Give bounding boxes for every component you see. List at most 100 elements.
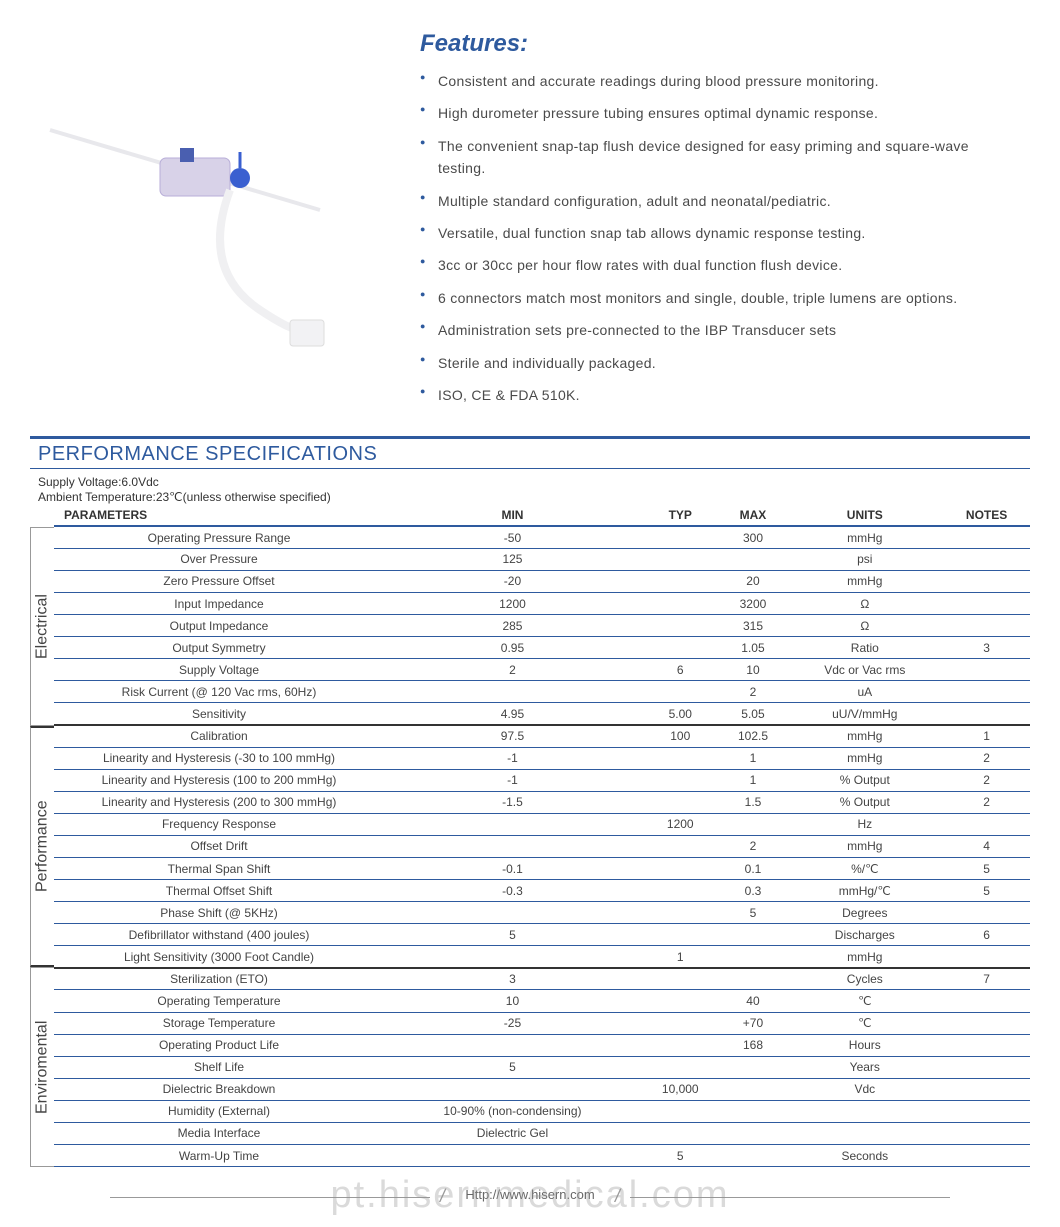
cell-typ <box>641 902 720 924</box>
cell-notes <box>943 659 1030 681</box>
cell-units: %/℃ <box>786 857 943 879</box>
table-row: Defibrillator withstand (400 joules)5Dis… <box>54 924 1030 946</box>
device-illustration <box>40 30 380 350</box>
spec-header-row: PARAMETERS MIN TYP MAX UNITS NOTES <box>54 505 1030 526</box>
cell-param: Storage Temperature <box>54 1012 384 1034</box>
cell-notes <box>943 1012 1030 1034</box>
cell-typ <box>641 526 720 548</box>
cell-units: mmHg <box>786 725 943 747</box>
cell-param: Humidity (External) <box>54 1100 384 1122</box>
cell-typ <box>641 880 720 902</box>
cell-units: mmHg <box>786 526 943 548</box>
cell-notes <box>943 593 1030 615</box>
cell-min: -20 <box>384 570 641 592</box>
cell-max: 10 <box>720 659 787 681</box>
cell-param: Calibration <box>54 725 384 747</box>
cell-typ: 1200 <box>641 813 720 835</box>
cell-notes: 2 <box>943 747 1030 769</box>
cell-notes <box>943 1100 1030 1122</box>
table-row: Media InterfaceDielectric Gel <box>54 1122 1030 1144</box>
table-row: Calibration97.5100102.5mmHg1 <box>54 725 1030 747</box>
cell-typ: 100 <box>641 725 720 747</box>
table-row: Sensitivity4.955.005.05uU/V/mmHg <box>54 703 1030 725</box>
spec-container: Electrical Performance Enviromental PARA… <box>30 505 1030 1167</box>
cell-param: Operating Temperature <box>54 990 384 1012</box>
cell-min <box>384 902 641 924</box>
section-labels: Electrical Performance Enviromental <box>30 505 54 1167</box>
cell-max: 1 <box>720 747 787 769</box>
cell-max: 300 <box>720 526 787 548</box>
cell-units: mmHg <box>786 570 943 592</box>
cell-max: +70 <box>720 1012 787 1034</box>
cell-notes <box>943 703 1030 725</box>
cell-typ <box>641 1056 720 1078</box>
cell-max <box>720 1144 787 1166</box>
cell-units: ℃ <box>786 990 943 1012</box>
cell-typ <box>641 570 720 592</box>
cell-min: -1.5 <box>384 791 641 813</box>
cell-notes <box>943 1056 1030 1078</box>
table-row: Zero Pressure Offset-2020mmHg <box>54 570 1030 592</box>
cell-typ: 1 <box>641 946 720 968</box>
cell-min: Dielectric Gel <box>384 1122 641 1144</box>
cell-min: 0.95 <box>384 637 641 659</box>
section-label-enviromental: Enviromental <box>30 967 54 1167</box>
cell-units <box>786 1122 943 1144</box>
cell-min <box>384 1034 641 1056</box>
features-title: Features: <box>420 30 1020 58</box>
cell-units: Degrees <box>786 902 943 924</box>
cell-units: uA <box>786 681 943 703</box>
feature-item: The convenient snap-tap flush device des… <box>420 135 1020 180</box>
table-row: Linearity and Hysteresis (200 to 300 mmH… <box>54 791 1030 813</box>
cell-typ <box>641 681 720 703</box>
cell-typ: 5.00 <box>641 703 720 725</box>
cell-param: Media Interface <box>54 1122 384 1144</box>
cell-min: -0.1 <box>384 857 641 879</box>
cell-typ: 5 <box>641 1144 720 1166</box>
cell-param: Output Symmetry <box>54 637 384 659</box>
cell-notes <box>943 615 1030 637</box>
cell-param: Operating Product Life <box>54 1034 384 1056</box>
feature-item: Sterile and individually packaged. <box>420 352 1020 374</box>
cell-max: 2 <box>720 681 787 703</box>
cell-notes <box>943 1034 1030 1056</box>
cell-param: Risk Current (@ 120 Vac rms, 60Hz) <box>54 681 384 703</box>
cell-max <box>720 924 787 946</box>
table-row: Operating Pressure Range-50300mmHg <box>54 526 1030 548</box>
table-row: Storage Temperature-25+70℃ <box>54 1012 1030 1034</box>
cell-notes: 6 <box>943 924 1030 946</box>
cell-param: Thermal Offset Shift <box>54 880 384 902</box>
cell-param: Input Impedance <box>54 593 384 615</box>
cell-typ <box>641 1100 720 1122</box>
table-row: Output Symmetry0.951.05Ratio3 <box>54 637 1030 659</box>
cell-notes: 5 <box>943 857 1030 879</box>
table-row: Dielectric Breakdown10,000Vdc <box>54 1078 1030 1100</box>
cell-notes <box>943 526 1030 548</box>
cell-units: mmHg <box>786 835 943 857</box>
cell-notes <box>943 1078 1030 1100</box>
cell-units: ℃ <box>786 1012 943 1034</box>
cell-typ <box>641 924 720 946</box>
table-row: Over Pressure125psi <box>54 548 1030 570</box>
cell-param: Linearity and Hysteresis (200 to 300 mmH… <box>54 791 384 813</box>
footer-slash-icon: / <box>440 1186 445 1207</box>
cell-typ <box>641 857 720 879</box>
feature-item: Administration sets pre-connected to the… <box>420 319 1020 341</box>
cell-typ <box>641 1034 720 1056</box>
table-row: Warm-Up Time5Seconds <box>54 1144 1030 1166</box>
table-row: Frequency Response1200Hz <box>54 813 1030 835</box>
cell-min <box>384 813 641 835</box>
spec-meta-temp: Ambient Temperature:23℃(unless otherwise… <box>30 490 1030 504</box>
table-row: Risk Current (@ 120 Vac rms, 60Hz) 2uA <box>54 681 1030 703</box>
cell-typ: 6 <box>641 659 720 681</box>
cell-typ <box>641 835 720 857</box>
cell-min: 10-90% (non-condensing) <box>384 1100 641 1122</box>
cell-min: 2 <box>384 659 641 681</box>
cell-notes: 1 <box>943 725 1030 747</box>
cell-max <box>720 1122 787 1144</box>
col-typ: TYP <box>641 505 720 526</box>
cell-max: 168 <box>720 1034 787 1056</box>
cell-max: 3200 <box>720 593 787 615</box>
cell-notes: 7 <box>943 968 1030 990</box>
section-label-electrical: Electrical <box>30 527 54 726</box>
